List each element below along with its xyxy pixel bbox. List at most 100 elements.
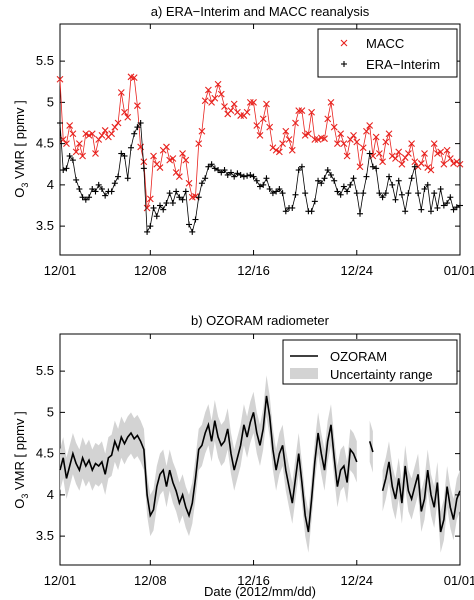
data-point-era-interim <box>127 144 134 151</box>
series-line-ozoram <box>381 461 461 533</box>
data-point-era-interim <box>263 175 270 182</box>
data-point-era-interim <box>98 186 105 192</box>
data-point-macc <box>282 127 290 135</box>
data-point-macc <box>124 113 132 121</box>
panel-b-series <box>59 395 461 533</box>
data-point-era-interim <box>140 165 147 172</box>
data-point-era-interim <box>350 175 357 182</box>
data-point-era-interim <box>227 169 234 176</box>
data-point-macc <box>140 158 148 166</box>
data-point-era-interim <box>347 181 354 188</box>
panel-b-x-tick-label: 12/16 <box>237 573 270 588</box>
data-point-macc <box>327 98 335 106</box>
data-point-macc <box>408 140 416 148</box>
panel-b-x-tick-label: 12/08 <box>134 573 167 588</box>
panel-b-x-tick-label: 12/24 <box>341 573 374 588</box>
data-point-era-interim <box>108 188 115 195</box>
data-point-era-interim <box>86 194 93 201</box>
legend-label-era-interim: ERA−Interim <box>366 57 440 72</box>
data-point-macc <box>437 148 445 156</box>
panel-a-ylabel-main: O <box>12 188 27 198</box>
data-point-macc <box>156 164 164 171</box>
uncertainty-band-segment <box>60 375 357 553</box>
data-point-era-interim <box>405 190 412 197</box>
data-point-era-interim <box>211 165 218 172</box>
data-point-macc <box>243 108 251 116</box>
panel-b-y-tick-label: 5 <box>47 404 54 419</box>
data-point-era-interim <box>124 175 131 182</box>
data-point-era-interim <box>318 180 325 187</box>
data-point-macc <box>450 160 457 167</box>
data-point-era-interim <box>453 204 460 211</box>
data-point-macc <box>134 102 141 110</box>
legend-label-ozoram: OZORAM <box>330 349 387 364</box>
data-point-era-interim <box>386 173 393 180</box>
panel-b-y-tick-label: 3.5 <box>36 528 54 543</box>
data-point-era-interim <box>189 228 196 235</box>
data-point-era-interim <box>134 124 141 131</box>
data-point-era-interim <box>257 183 263 190</box>
data-point-era-interim <box>382 190 389 197</box>
series-line-era-interim <box>59 121 461 234</box>
data-point-era-interim <box>357 210 363 217</box>
data-point-era-interim <box>440 202 447 209</box>
data-point-era-interim <box>398 191 405 198</box>
panel-a-x-tick-label: 12/16 <box>237 263 270 278</box>
data-point-era-interim <box>63 165 70 172</box>
data-point-macc <box>443 146 451 154</box>
legend-label-uncertainty: Uncertainty range <box>330 367 433 382</box>
data-point-era-interim <box>311 198 318 205</box>
data-point-macc <box>101 127 109 134</box>
data-point-era-interim <box>295 167 302 174</box>
series-line-ozoram <box>59 395 358 533</box>
data-point-macc <box>182 156 190 164</box>
panel-a-axes-box <box>59 23 461 256</box>
panel-a-ticks: 12/01 12/08 12/16 12/24 01/01 3.5 4 4.5 5 5.5 <box>36 24 474 278</box>
data-point-era-interim <box>395 177 402 184</box>
data-point-macc <box>421 150 428 157</box>
data-point-era-interim <box>260 181 267 188</box>
data-point-macc <box>266 123 274 131</box>
data-point-macc <box>366 122 374 129</box>
data-point-era-interim <box>447 194 454 201</box>
data-point-macc <box>88 130 96 138</box>
data-point-macc <box>198 127 206 135</box>
data-point-macc <box>375 150 383 157</box>
series-line-ozoram <box>368 441 374 453</box>
data-point-macc <box>404 150 412 157</box>
data-point-macc <box>356 163 364 171</box>
data-point-era-interim <box>418 206 425 213</box>
panel-a-y-tick-label: 3.5 <box>36 218 54 233</box>
data-point-macc <box>72 148 80 156</box>
data-point-era-interim <box>157 202 163 209</box>
panel-b-title: b) OZORAM radiometer <box>191 313 330 328</box>
data-point-era-interim <box>273 188 280 195</box>
data-point-era-interim <box>147 223 154 230</box>
panel-b-ylabel-sub: 3 <box>20 494 30 499</box>
data-point-era-interim <box>76 186 83 192</box>
data-point-macc <box>411 158 419 166</box>
data-point-era-interim <box>237 171 244 178</box>
data-point-macc <box>211 94 219 102</box>
legend-marker-macc <box>340 39 348 47</box>
data-point-era-interim <box>234 170 241 177</box>
data-point-macc <box>92 150 99 157</box>
data-point-macc <box>63 140 70 148</box>
data-point-era-interim <box>324 167 331 174</box>
data-point-macc <box>346 136 354 143</box>
data-point-era-interim <box>115 173 122 180</box>
data-point-macc <box>150 152 157 160</box>
data-point-era-interim <box>195 194 202 201</box>
data-point-macc <box>337 130 345 138</box>
data-point-macc <box>353 138 361 146</box>
data-point-era-interim <box>279 190 286 197</box>
data-point-macc <box>359 144 367 152</box>
data-point-era-interim <box>363 173 370 180</box>
data-point-macc <box>111 123 119 131</box>
data-point-era-interim <box>137 120 144 126</box>
data-point-macc <box>427 166 435 174</box>
data-point-macc <box>379 158 386 166</box>
data-point-macc <box>253 122 261 129</box>
data-point-era-interim <box>79 194 86 201</box>
